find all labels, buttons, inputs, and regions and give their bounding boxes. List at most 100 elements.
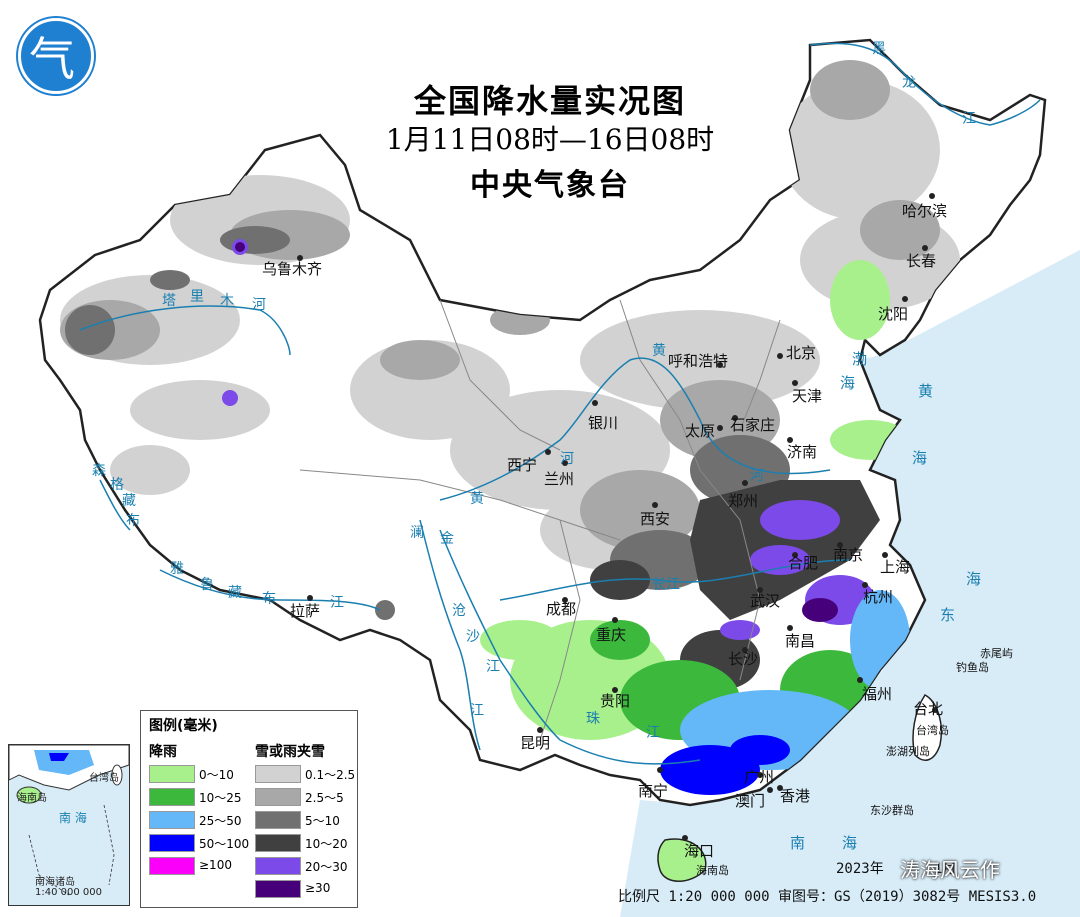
river-label: 塔 — [162, 293, 176, 309]
map-title: 全国降水量实况图 — [413, 82, 686, 120]
inset-taiwan-label: 台湾岛 — [89, 773, 119, 784]
sea-label: 海 — [912, 449, 928, 467]
river-label: 森 — [92, 463, 106, 479]
legend-swatch-rain — [149, 788, 195, 806]
river-label: 沧 — [452, 603, 466, 619]
inset-islands-label: 南海诸岛 — [35, 877, 75, 888]
city-label: 北京 — [786, 344, 817, 362]
legend-label-rain: 10～25 — [199, 791, 242, 805]
sea-label: 东 — [940, 606, 956, 624]
legend-title: 图例(毫米) — [149, 718, 218, 734]
river-label: 江 — [330, 595, 344, 611]
city-label: 昆明 — [520, 734, 551, 752]
legend-label-snow: 0.1～2.5 — [305, 768, 356, 782]
sea-label: 渤 — [852, 350, 868, 368]
river-label: 龙 — [902, 75, 916, 91]
city-label: 济南 — [787, 443, 818, 461]
city-label: 石家庄 — [730, 416, 776, 434]
pearl-river — [559, 739, 701, 765]
legend-swatch-snow — [255, 834, 301, 852]
city-label: 澳门 — [735, 792, 766, 810]
heilong-river — [809, 42, 1041, 126]
legend-label-rain: 0～10 — [199, 768, 234, 782]
river-label: 河 — [750, 468, 764, 484]
city-label: 长沙 — [728, 650, 759, 668]
inset-south-sea-label: 南 海 — [59, 811, 87, 825]
city-label: 海南岛 — [696, 864, 729, 877]
river-label: 河 — [252, 297, 266, 313]
city-label: 长春 — [906, 252, 937, 270]
city-label: 西安 — [640, 510, 671, 528]
city-label: 南昌 — [785, 632, 816, 650]
city-label: 南宁 — [638, 782, 669, 800]
city-label: 兰州 — [544, 470, 575, 488]
city-label: 成都 — [546, 600, 577, 618]
river-label: 江 — [646, 725, 660, 741]
city-label: 西宁 — [507, 456, 538, 474]
rivers — [79, 42, 1041, 765]
city-label: 天津 — [792, 387, 823, 405]
legend-swatch-rain — [149, 857, 195, 875]
senge-river — [99, 479, 131, 531]
river-label: 河 — [560, 451, 574, 467]
legend-swatch-snow — [255, 880, 301, 898]
rain-storm-areas — [660, 735, 790, 795]
river-label: 江 — [470, 703, 484, 719]
city-label: 赤尾屿 — [980, 647, 1013, 660]
legend-swatch-rain — [149, 765, 195, 783]
city-label: 武汉 — [750, 592, 781, 610]
river-label: 黑 — [872, 41, 886, 57]
hainan-shape — [657, 838, 707, 882]
city-label: 贵阳 — [600, 692, 631, 710]
south-sea-inset: 台湾岛 海南岛 南 海 南海诸岛 1:40 000 000 — [8, 744, 130, 906]
river-label: 沙 — [466, 629, 480, 645]
river-label: 藏 — [122, 493, 136, 509]
legend-swatch-snow — [255, 765, 301, 783]
city-label: 太原 — [685, 422, 716, 440]
city-label: 海口 — [684, 842, 715, 860]
river-label: 里 — [190, 289, 204, 305]
sea-label: 海 — [840, 374, 856, 392]
city-label: 郑州 — [728, 492, 759, 510]
city-label: 台湾岛 — [916, 724, 949, 737]
city-label: 澎湖列岛 — [886, 745, 930, 758]
city-label: 呼和浩特 — [668, 352, 729, 370]
sea-label: 南 — [790, 834, 806, 852]
legend-swatch-snow — [255, 788, 301, 806]
city-label: 福州 — [862, 685, 893, 703]
city-label: 香港 — [780, 787, 811, 805]
legend-swatch-rain — [149, 811, 195, 829]
city-label: 上海 — [880, 558, 911, 576]
sea-label: 海 — [842, 834, 858, 852]
legend-label-rain: 25～50 — [199, 814, 242, 828]
lancang-river — [439, 529, 561, 741]
watermark: 涛海风云作 — [900, 858, 1000, 882]
city-label: 沈阳 — [878, 305, 909, 323]
sea-area — [620, 250, 1080, 917]
city-label: 东沙群岛 — [870, 804, 914, 817]
river-label: 黄 — [652, 343, 666, 359]
jinsha-river — [419, 519, 481, 751]
yangtze-river — [499, 559, 851, 601]
footer-date-2: 1月 — [934, 861, 957, 877]
province-borders — [299, 299, 781, 741]
map-agency: 中央气象台 — [470, 168, 630, 203]
snow-heavy-areas — [65, 226, 790, 620]
city-label: 钓鱼岛 — [956, 661, 989, 674]
legend-swatch-rain — [149, 834, 195, 852]
inset-scale-label: 1:40 000 000 — [35, 887, 102, 898]
footer-scale: 比例尺 1:20 000 000 审图号：GS（2019）3082号 MESIS… — [618, 889, 1037, 905]
city-label: 南京 — [833, 546, 864, 564]
river-label: 珠 — [586, 711, 600, 727]
legend-label-rain: ≥100 — [199, 858, 232, 872]
legend: 图例(毫米) 降雨 雪或雨夹雪 0～10 10～25 25～50 50～100 ≥100… — [140, 710, 358, 908]
city-label: 杭州 — [863, 588, 894, 606]
river-label: 长江 — [652, 577, 680, 593]
legend-rain-header: 降雨 — [149, 744, 177, 760]
footer-date: 2023年 — [836, 861, 884, 877]
river-label: 金 — [440, 531, 454, 547]
legend-label-snow: ≥30 — [305, 881, 331, 895]
yellow-river — [439, 357, 831, 501]
city-label: 重庆 — [596, 626, 627, 644]
